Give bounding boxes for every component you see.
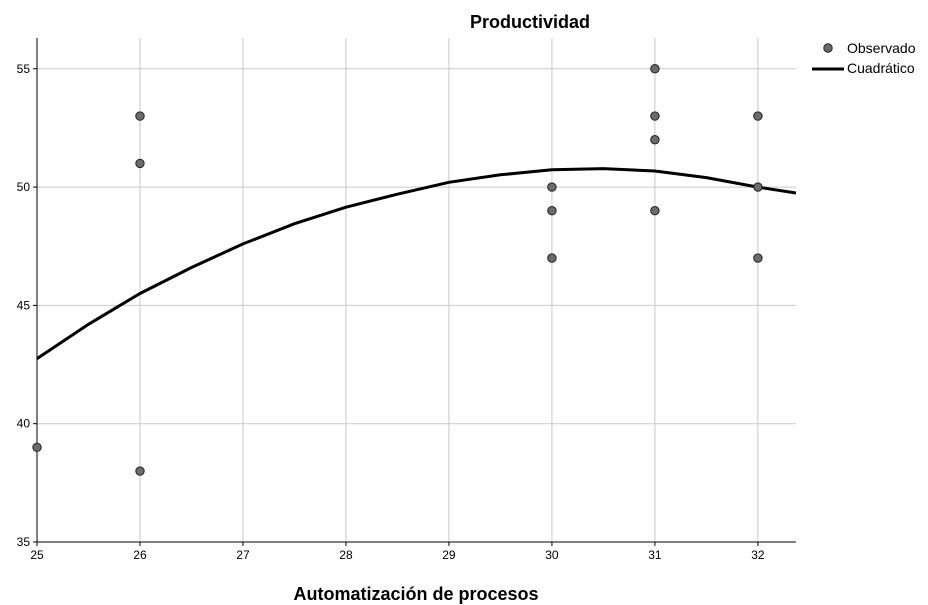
- data-point: [650, 135, 660, 145]
- x-tick-label: 28: [339, 548, 353, 562]
- data-point: [135, 466, 145, 476]
- fit-curve-group: [36, 167, 796, 360]
- fit-curve-line: [36, 167, 796, 360]
- data-point: [650, 64, 660, 74]
- data-point: [32, 442, 42, 453]
- data-point: [135, 111, 145, 121]
- y-tick-label: 40: [17, 417, 31, 431]
- data-point: [753, 111, 763, 121]
- y-tick-label: 45: [17, 298, 31, 312]
- scatter-points: [32, 64, 763, 476]
- axes: [33, 38, 796, 546]
- legend-label: Observado: [847, 40, 916, 56]
- x-tick-label: 30: [545, 548, 559, 562]
- chart-title: Productividad: [470, 12, 590, 32]
- y-tick-label: 55: [17, 62, 31, 76]
- data-point: [650, 206, 660, 216]
- y-tick-label: 35: [17, 535, 31, 549]
- data-point: [753, 182, 763, 192]
- data-point: [547, 206, 557, 216]
- data-point: [753, 253, 763, 263]
- legend: Observado Cuadrático: [812, 40, 916, 76]
- tick-labels: 25 26 27 28 29 30 31 32 35 40 45 50 55: [17, 62, 765, 562]
- grid-lines: [36, 38, 796, 543]
- x-axis-label: Automatización de procesos: [293, 584, 538, 604]
- x-tick-label: 31: [648, 548, 662, 562]
- x-tick-label: 29: [442, 548, 456, 562]
- x-tick-label: 27: [236, 548, 250, 562]
- x-tick-label: 32: [751, 548, 765, 562]
- legend-marker-observado: [823, 43, 833, 53]
- legend-label: Cuadrático: [847, 60, 915, 76]
- data-point: [135, 158, 145, 169]
- y-tick-label: 50: [17, 180, 31, 194]
- data-point: [650, 111, 660, 121]
- x-tick-label: 26: [133, 548, 147, 562]
- data-point: [547, 182, 557, 192]
- data-point: [547, 253, 557, 263]
- x-tick-label: 25: [30, 548, 44, 562]
